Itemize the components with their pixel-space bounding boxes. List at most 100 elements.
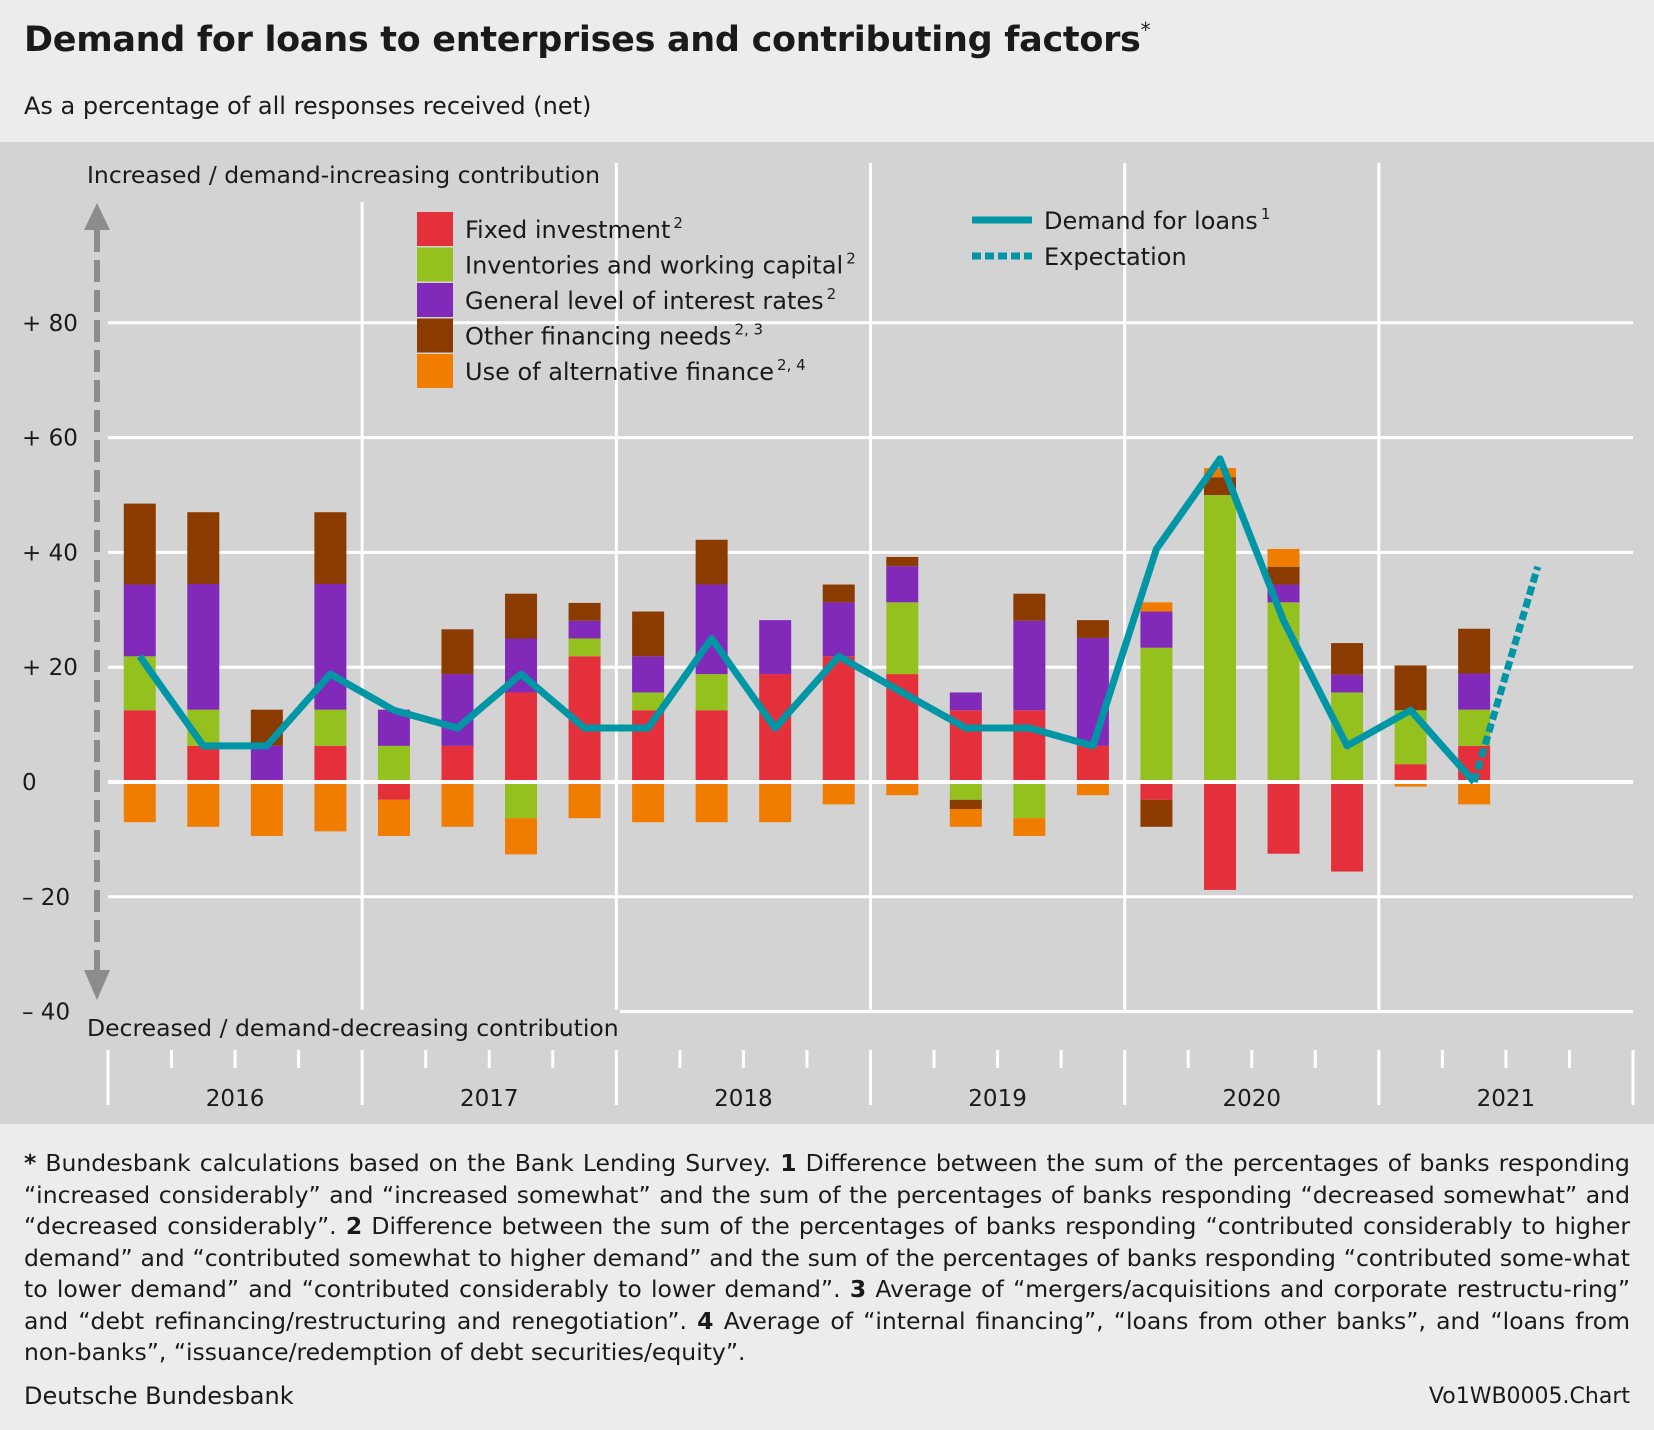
bar-segment: [886, 782, 919, 796]
bar-segment: [1331, 674, 1364, 693]
legend-label: Expectation: [1044, 243, 1187, 271]
bar-segment: [187, 745, 220, 782]
bar-segment: [250, 782, 283, 836]
bar-segment: [1140, 611, 1173, 648]
bar-segment: [822, 602, 855, 657]
bar-segment: [123, 503, 156, 585]
bar-segment: [314, 512, 347, 584]
bar-segment: [632, 692, 665, 711]
y-tick-label: – 40: [22, 1000, 70, 1026]
bar-segment: [949, 799, 982, 809]
bar-segment: [695, 782, 728, 823]
bar-segment: [886, 602, 919, 675]
legend: Fixed investment 2 Inventories and working…: [417, 205, 1270, 388]
bar-segment: [1331, 782, 1364, 872]
bar-segment: [187, 512, 220, 584]
legend-label: Inventories and working capital 2: [465, 250, 856, 280]
legend-mark: 2, 4: [777, 356, 806, 374]
bar-segment: [1140, 647, 1173, 782]
bar-segment: [759, 620, 792, 675]
bar-segment: [1013, 620, 1046, 711]
bar-segment: [1076, 782, 1109, 796]
chart-subtitle: As a percentage of all responses receive…: [24, 92, 592, 120]
bar-segment: [1013, 818, 1046, 836]
bar-segment: [441, 745, 474, 782]
y-tick-label: – 20: [22, 885, 70, 911]
legend-label: General level of interest rates 2: [465, 285, 836, 315]
bar-segment: [441, 674, 474, 746]
arrow-up-head: [84, 203, 110, 230]
bar-segment: [949, 808, 982, 827]
bar-segment: [1203, 782, 1236, 890]
grid-lines: [108, 163, 1633, 1014]
bar-segment: [377, 782, 410, 800]
legend-mark: 2: [827, 285, 837, 303]
chart-code: Vo1WB0005.Chart: [1428, 1384, 1630, 1409]
bar-segment: [949, 692, 982, 711]
expectation-line: [1470, 565, 1542, 783]
bar-segment: [568, 782, 601, 819]
bar-segment: [568, 602, 601, 621]
bar-segment: [1331, 643, 1364, 675]
bar-segment: [1394, 782, 1427, 787]
y-tick-label: 0: [22, 770, 37, 796]
bar-segment: [822, 782, 855, 805]
bar-segment: [314, 709, 347, 746]
bar-segment: [1076, 637, 1109, 746]
bar-segment: [1140, 782, 1173, 800]
y-tick-label: + 20: [22, 655, 78, 681]
footnote-mark: 1: [780, 1149, 797, 1177]
bar-segment: [505, 593, 538, 639]
bar-segment: [1076, 620, 1109, 638]
annotation-top: Increased / demand-increasing contributi…: [87, 161, 600, 189]
bar-segment: [695, 584, 728, 675]
bar-segment: [695, 674, 728, 711]
bar-segment: [123, 710, 156, 782]
legend-swatch: [417, 247, 453, 282]
bar-segment: [441, 782, 474, 827]
bar-segment: [377, 799, 410, 836]
legend-mark: 1: [1261, 205, 1271, 223]
legend-swatch: [417, 283, 453, 317]
legend-label: Fixed investment 2: [465, 214, 683, 244]
legend-label: Demand for loans 1: [1044, 205, 1270, 235]
source-label: Deutsche Bundesbank: [24, 1382, 294, 1410]
bar-segment: [1013, 710, 1046, 782]
bar-segment: [949, 782, 982, 800]
bar-segment: [1267, 782, 1300, 854]
bar-segment: [1140, 799, 1173, 827]
y-tick-label: + 40: [22, 540, 78, 566]
bar-segment: [1140, 602, 1173, 612]
bar-segment: [632, 710, 665, 782]
demand-line: [136, 455, 1477, 785]
bar-segment: [505, 692, 538, 782]
bar-segment: [1394, 764, 1427, 782]
legend-swatch: [417, 212, 453, 246]
bar-segment: [1203, 495, 1236, 782]
bar-segment: [314, 745, 347, 782]
legend-mark: 2: [673, 214, 683, 232]
x-year-label: 2021: [1477, 1086, 1536, 1112]
bar-segment: [123, 782, 156, 823]
annotation-bottom-bg: [84, 1010, 620, 1046]
footnote-mark: 2: [345, 1212, 363, 1240]
bar-segment: [695, 710, 728, 782]
bar-segment: [314, 782, 347, 832]
bar-segment: [568, 620, 601, 639]
legend-label: Other financing needs 2, 3: [465, 321, 763, 351]
bar-segment: [759, 782, 792, 823]
y-tick-label: + 80: [22, 311, 78, 337]
bar-segment: [1013, 782, 1046, 819]
bar-segment: [1076, 745, 1109, 782]
bar-segment: [632, 782, 665, 823]
legend-mark: 2, 3: [734, 321, 763, 339]
title-footnote-mark: *: [1140, 18, 1151, 42]
y-axis-ticks: + 80 + 60 + 40 + 20 0 – 20 – 40: [22, 311, 78, 1026]
bar-segment: [1013, 593, 1046, 621]
bar-segment: [250, 709, 283, 746]
bar-segment: [886, 566, 919, 603]
bar-segment: [632, 656, 665, 693]
x-year-label: 2017: [460, 1086, 519, 1112]
footnote-mark: 3: [849, 1275, 867, 1303]
footnote-mark: *: [24, 1149, 37, 1177]
